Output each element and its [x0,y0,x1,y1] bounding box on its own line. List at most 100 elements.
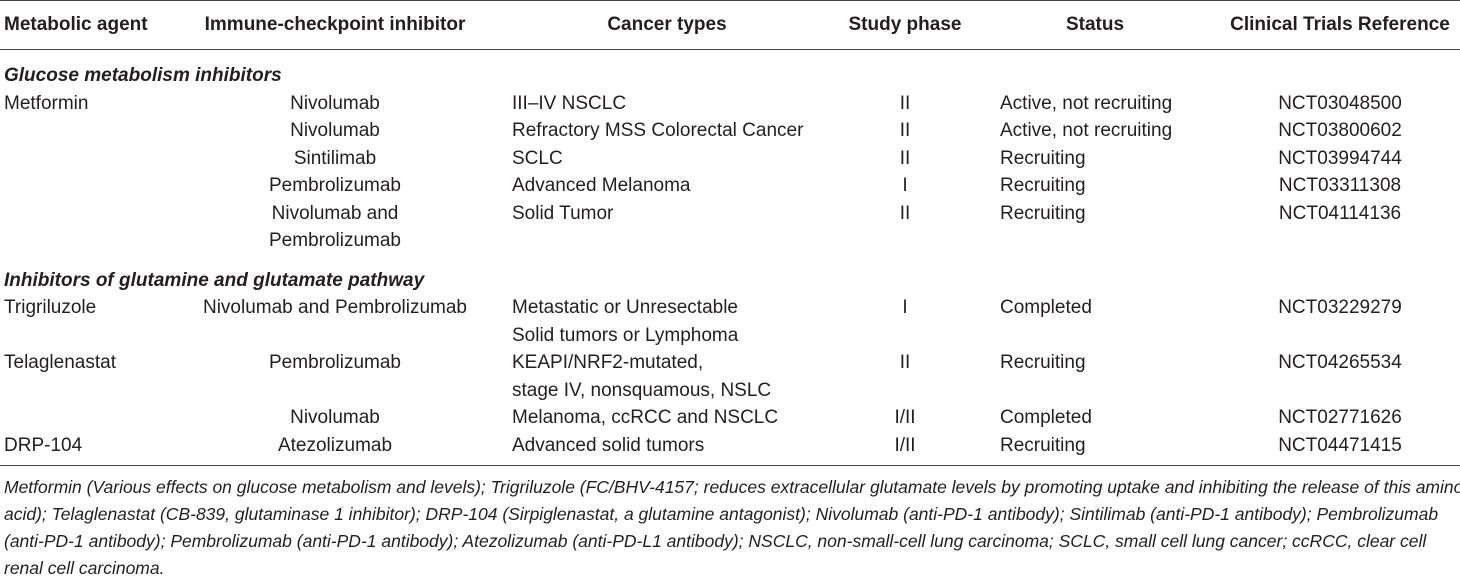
cell-immune-checkpoint-inhibitor: Nivolumab and Pembrolizumab [176,294,494,349]
cell-immune-checkpoint-inhibitor: Pembrolizumab [176,349,494,404]
cell-immune-checkpoint-inhibitor: Nivolumab and Pembrolizumab [176,200,494,255]
cell-line: Sintilimab [293,147,377,169]
cell-line: SCLC [512,147,563,169]
table-row: Nivolumab Refractory MSS Colorectal Cance… [0,117,1460,145]
cell-study-phase: II [899,202,911,224]
cell-cancer-types: Advanced Melanoma [494,172,840,200]
cell-study-phase: I [902,297,908,318]
cell-clinical-trials-reference: NCT03994744 [1278,147,1402,169]
col-header-immune-checkpoint-inhibitor: Immune-checkpoint inhibitor [176,0,494,50]
cell-line: Advanced Melanoma [512,175,691,196]
cell-line: Pembrolizumab [269,175,401,196]
header-row: Metabolic agent Immune-checkpoint inhibi… [0,0,1460,50]
table-row: Nivolumab Melanoma, ccRCC and NSCLC I/II Co… [0,404,1460,432]
section-row: Glucose metabolism inhibitors [0,50,1460,90]
col-header-cancer-types: Cancer types [494,0,840,50]
cell-metabolic-agent [0,145,176,173]
cell-immune-checkpoint-inhibitor: Nivolumab [176,117,494,145]
clinical-trials-table: Metabolic agent Immune-checkpoint inhibi… [0,0,1460,466]
cell-immune-checkpoint-inhibitor: Nivolumab [176,404,494,432]
footnote-line: acid); Telaglenastat (CB-839, glutaminas… [4,504,1439,524]
cell-clinical-trials-reference: NCT03048500 [1278,92,1402,114]
cell-study-phase: I/II [840,431,970,466]
cell-metabolic-agent [0,172,176,200]
cell-clinical-trials-reference: NCT03229279 [1278,297,1402,318]
cell-study-phase: II [899,120,911,141]
cell-clinical-trials-reference: NCT04114136 [1278,202,1402,224]
cell-study-phase: II [899,92,911,114]
cell-status: Completed [1000,407,1092,428]
cell-line: Atezolizumab [277,434,393,456]
col-header-status: Status [970,0,1220,50]
table-body: Glucose metabolism inhibitors Metformin Ni… [0,50,1460,466]
cell-line: Pembrolizumab [269,352,401,373]
cell-cancer-types: Advanced solid tumors [494,431,840,466]
cell-status: Active, not recruiting [1000,120,1173,141]
cell-line: Nivolumab [290,120,380,141]
cell-status: Completed [1000,297,1092,318]
footnote-line: (anti-PD-1 antibody); Pembrolizumab (ant… [4,531,1427,551]
cell-metabolic-agent: Telaglenastat [4,352,116,373]
cell-study-phase: II [899,352,911,373]
cell-cancer-types: Solid Tumor [494,200,840,255]
cell-line: Nivolumab [290,92,380,114]
cell-cancer-types: Refractory MSS Colorectal Cancer [494,117,840,145]
cell-clinical-trials-reference: NCT03311308 [1278,175,1402,196]
cell-line: Nivolumab and [271,202,399,224]
section-row: Inhibitors of glutamine and glutamate pa… [0,255,1460,295]
cell-clinical-trials-reference: NCT03800602 [1278,120,1402,141]
cell-clinical-trials-reference: NCT04471415 [1220,431,1460,466]
table-row: Sintilimab SCLC II Recruiting NCT03994744 [0,145,1460,173]
cell-status: Recruiting [1000,202,1086,224]
table-row: Metformin Nivolumab III–IV NSCLC II Active, … [0,90,1460,118]
cell-clinical-trials-reference: NCT02771626 [1278,407,1402,428]
footnote-line: Metformin (Various effects on glucose me… [4,477,1460,497]
col-header-clinical-trials-reference: Clinical Trials Reference [1220,0,1460,50]
cell-metabolic-agent: Trigriluzole [4,297,97,318]
cell-cancer-types: SCLC [494,145,840,173]
table-row: DRP-104 Atezolizumab Advanced solid tumors… [0,431,1460,466]
cell-study-phase: II [899,147,911,169]
table-row: Trigriluzole Nivolumab and Pembrolizumab M… [0,294,1460,349]
section-title: Inhibitors of glutamine and glutamate pa… [4,269,425,291]
cell-line: Refractory MSS Colorectal Cancer [512,120,804,141]
cell-immune-checkpoint-inhibitor: Pembrolizumab [176,172,494,200]
cell-immune-checkpoint-inhibitor: Nivolumab [176,90,494,118]
section-title: Glucose metabolism inhibitors [4,65,282,86]
cell-line: Solid tumors or Lymphoma [512,324,739,346]
cell-study-phase: I [902,175,908,196]
cell-status: Active, not recruiting [1000,92,1173,114]
cell-status: Recruiting [1000,147,1086,169]
cell-line: Melanoma, ccRCC and NSCLC [512,407,779,428]
cell-metabolic-agent: Metformin [4,92,89,114]
cell-cancer-types: Metastatic or Unresectable Solid tumors o… [494,294,840,349]
cell-line: Pembrolizumab [269,230,401,251]
cell-metabolic-agent [0,404,176,432]
cell-line: KEAPI/NRF2-mutated, [512,352,704,373]
cell-line: Advanced solid tumors [512,434,705,456]
col-header-metabolic-agent: Metabolic agent [0,0,176,50]
cell-cancer-types: KEAPI/NRF2-mutated, stage IV, nonsquamous… [494,349,840,404]
table-row: Nivolumab and Pembrolizumab Solid Tumor II R… [0,200,1460,255]
cell-metabolic-agent [0,200,176,255]
cell-study-phase: I/II [894,407,916,428]
cell-metabolic-agent [0,117,176,145]
cell-line: III–IV NSCLC [512,92,627,114]
cell-status: Recruiting [1000,175,1086,196]
cell-line: Nivolumab and Pembrolizumab [202,297,467,318]
cell-cancer-types: Melanoma, ccRCC and NSCLC [494,404,840,432]
footnote-line: renal cell carcinoma. [4,558,165,578]
cell-cancer-types: III–IV NSCLC [494,90,840,118]
cell-line: Metastatic or Unresectable [512,297,738,318]
cell-metabolic-agent: DRP-104 [0,431,176,466]
cell-line: Solid Tumor [512,202,614,224]
cell-status: Recruiting [1000,352,1086,373]
cell-line: Nivolumab [290,407,380,428]
table-row: Pembrolizumab Advanced Melanoma I Recruitin… [0,172,1460,200]
table-footnote: Metformin (Various effects on glucose me… [4,474,1460,582]
cell-status: Recruiting [970,431,1220,466]
cell-immune-checkpoint-inhibitor: Atezolizumab [176,431,494,466]
cell-line: stage IV, nonsquamous, NSLC [512,379,772,401]
cell-immune-checkpoint-inhibitor: Sintilimab [176,145,494,173]
